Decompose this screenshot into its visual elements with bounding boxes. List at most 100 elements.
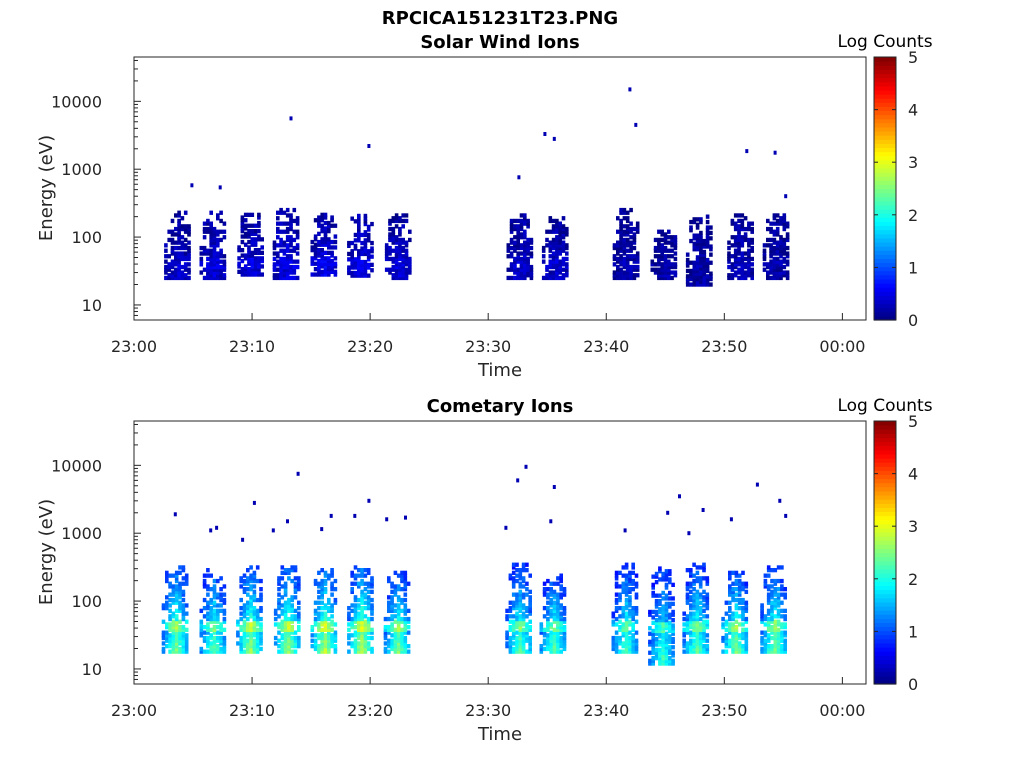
cell — [387, 616, 391, 622]
cell — [635, 259, 640, 264]
cell — [366, 254, 371, 259]
cell — [523, 264, 527, 270]
cell — [370, 268, 374, 273]
colorbar-segment — [874, 98, 896, 103]
cell — [272, 262, 277, 267]
cell — [663, 240, 668, 245]
colorbar-segment — [874, 634, 896, 640]
cell — [317, 633, 321, 638]
colorbar-tick-label: 1 — [908, 622, 918, 641]
cell — [733, 259, 738, 264]
cell — [360, 268, 364, 273]
cell — [511, 576, 516, 581]
cell — [695, 625, 700, 630]
cell — [393, 589, 398, 594]
cell — [330, 269, 334, 274]
cell — [259, 608, 263, 613]
cell — [202, 578, 207, 584]
cell — [183, 275, 188, 281]
cell — [658, 628, 662, 634]
cell — [561, 216, 566, 221]
cell — [252, 619, 257, 624]
cell — [548, 273, 553, 278]
cell — [350, 625, 354, 630]
cell — [775, 248, 780, 253]
cell — [775, 267, 780, 272]
cell — [247, 239, 251, 245]
cell — [246, 641, 250, 646]
cell — [400, 578, 404, 584]
cell — [165, 638, 169, 643]
cell — [333, 638, 338, 643]
cell — [400, 633, 404, 638]
cell — [634, 606, 639, 611]
cell — [290, 608, 294, 613]
cell — [283, 627, 288, 632]
cell — [562, 638, 567, 643]
cell — [685, 627, 690, 632]
cell — [403, 625, 408, 630]
cell — [212, 251, 217, 256]
cell — [327, 644, 331, 649]
cell — [260, 250, 264, 255]
cell — [695, 576, 700, 581]
cell — [252, 644, 257, 649]
cell — [513, 226, 517, 232]
cell — [255, 635, 260, 641]
burst — [164, 210, 191, 281]
cell — [780, 614, 784, 619]
cell — [347, 243, 351, 248]
cell — [766, 627, 771, 632]
cell — [320, 568, 324, 573]
cell — [333, 261, 338, 266]
cell — [702, 635, 706, 641]
cell — [240, 218, 245, 223]
cell — [624, 603, 629, 608]
cell — [516, 275, 520, 281]
cell — [287, 635, 291, 641]
cell — [545, 267, 549, 272]
cell — [388, 218, 392, 224]
cell — [390, 606, 394, 611]
cell — [695, 600, 700, 605]
cell — [559, 635, 563, 641]
cell — [663, 232, 668, 237]
cell — [733, 213, 738, 218]
cell — [519, 273, 524, 278]
sparse-point — [517, 175, 521, 180]
cell — [529, 251, 534, 256]
cell — [508, 600, 513, 605]
cell — [253, 258, 258, 264]
cell — [243, 226, 248, 231]
cell — [518, 635, 523, 641]
cell — [625, 262, 630, 267]
cell — [614, 592, 619, 597]
cell — [565, 267, 569, 272]
cell — [705, 600, 710, 605]
cell — [206, 584, 210, 589]
cell — [702, 589, 706, 594]
cell — [181, 589, 186, 594]
cell — [549, 611, 553, 616]
cell — [363, 622, 368, 627]
cell — [360, 638, 364, 643]
cell — [692, 638, 696, 643]
cell — [161, 619, 166, 624]
cell — [513, 235, 517, 240]
cell — [625, 240, 630, 245]
cell — [396, 622, 401, 627]
cell — [552, 603, 557, 608]
cell — [772, 232, 777, 237]
cell — [728, 570, 732, 575]
cell — [283, 589, 288, 594]
cell — [323, 239, 328, 245]
cell — [619, 275, 623, 281]
cell — [556, 630, 560, 635]
colorbar-segment — [874, 61, 896, 66]
cell — [187, 251, 191, 256]
cell — [250, 223, 255, 228]
cell — [511, 614, 516, 619]
cell — [212, 611, 217, 616]
cell — [408, 256, 412, 262]
cell — [366, 622, 371, 627]
